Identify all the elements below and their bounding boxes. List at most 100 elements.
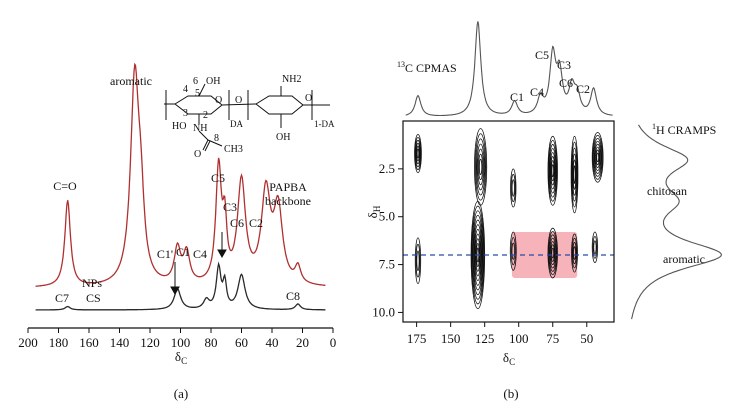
- panel-b: 13C CPMAS C1 C4 C5 C3 C6 C2 1H CRAMPS ch…: [365, 21, 722, 401]
- panel-b-x-tick-label: 100: [509, 331, 529, 346]
- contour-level: [547, 135, 558, 206]
- svg-text:OH: OH: [206, 76, 220, 87]
- contour-level: [591, 231, 599, 264]
- panel-a-tick-label: 40: [266, 335, 279, 350]
- nps-trace: [35, 62, 326, 287]
- panel-b-label: (b): [503, 386, 518, 401]
- contour-level: [550, 156, 556, 186]
- contour-level: [548, 231, 558, 276]
- panel-b-x-tick-label: 50: [580, 331, 593, 346]
- contour-level: [473, 224, 483, 286]
- panel-a-tick-label: 160: [79, 335, 99, 350]
- svg-text:DA: DA: [230, 119, 243, 129]
- contour-level: [414, 134, 422, 174]
- peak-arrows: [170, 232, 227, 296]
- contour-level: [415, 243, 421, 278]
- panel-b-x-tick-label: 150: [441, 331, 461, 346]
- contour-level: [414, 136, 422, 171]
- contour-level: [511, 179, 515, 197]
- svg-text:5: 5: [195, 88, 200, 99]
- panel-a-tick-label: 120: [140, 335, 160, 350]
- series-label-nps: NPs: [82, 276, 102, 290]
- panel-a-tick-label: 0: [330, 335, 337, 350]
- contour-level: [549, 152, 556, 190]
- contour-level: [550, 160, 555, 182]
- contour-level: [571, 141, 578, 208]
- contour-level: [510, 173, 516, 203]
- annotation-c6: C6: [230, 216, 244, 230]
- svg-text:O: O: [235, 95, 242, 106]
- svg-text:3: 3: [183, 108, 188, 119]
- contour-level: [416, 145, 420, 162]
- panel-a-label: (a): [174, 386, 188, 401]
- panel-b-plot-frame: [402, 120, 615, 323]
- annotation-papba: PAPBA: [269, 180, 307, 194]
- annotation-c1: C1: [176, 245, 190, 259]
- panel-b-y-tick-label: 2.5: [379, 161, 395, 176]
- svg-text:O: O: [215, 95, 222, 106]
- panel-a-tick-label: 60: [235, 335, 248, 350]
- contour-level: [475, 138, 486, 196]
- svg-text:CH3: CH3: [224, 144, 243, 155]
- contour-level: [593, 140, 602, 174]
- chitosan-structure: [164, 83, 330, 152]
- top-peak-c3: C3: [557, 58, 571, 72]
- chitosan-structure-labels: 4 6 OH 5 3 O 2 NH HO 8 O CH3 NH2 O OH O …: [172, 74, 335, 160]
- contour-level: [474, 128, 488, 206]
- svg-text:OH: OH: [276, 132, 290, 143]
- contour-level: [593, 137, 603, 177]
- annotation-c-o: C=O: [53, 179, 77, 193]
- svg-text:O: O: [194, 149, 201, 160]
- panel-a-xlabel: δC: [175, 349, 187, 366]
- panel-a-tick-label: 20: [296, 335, 309, 350]
- contour-level: [548, 144, 557, 198]
- top-projection-label: 13C CPMAS: [397, 60, 457, 75]
- svg-text:O: O: [305, 93, 312, 104]
- contour-level: [571, 237, 578, 269]
- panel-b-x-ticks: 175 150 125 100 75 50: [407, 322, 593, 346]
- panel-b-xlabel: δC: [503, 350, 515, 367]
- contour-level: [547, 227, 558, 279]
- side-region-chitosan: chitosan: [647, 184, 687, 198]
- panel-a-x-ticks: 200 180 160 140 120 100 80 60 40 20 0: [18, 328, 336, 350]
- svg-text:1-DA: 1-DA: [314, 119, 335, 129]
- annotation-c4: C4: [193, 247, 207, 261]
- contour-level: [478, 153, 484, 181]
- contour-level: [477, 148, 484, 186]
- top-peak-c6: C6: [559, 76, 573, 90]
- side-projection-trace: [631, 124, 722, 320]
- contour-level: [571, 233, 578, 273]
- cs-trace: [35, 261, 326, 311]
- panel-b-y-tick-label: 7.5: [379, 257, 395, 272]
- contour-level: [416, 250, 420, 271]
- contour-level: [511, 242, 515, 260]
- contour-level: [573, 246, 576, 260]
- side-region-aromatic: aromatic: [663, 252, 705, 266]
- panel-a-tick-label: 200: [18, 335, 38, 350]
- contour-level: [509, 231, 517, 271]
- annotation-c3: C3: [223, 200, 237, 214]
- contour-level: [471, 210, 484, 300]
- contour-level: [414, 237, 422, 285]
- contour-map: [414, 128, 604, 309]
- annotation-c2: C2: [249, 216, 263, 230]
- top-peak-c5: C5: [535, 48, 549, 62]
- contour-level: [591, 132, 604, 183]
- svg-text:6: 6: [193, 76, 198, 87]
- panel-b-y-tick-label: 5.0: [379, 209, 395, 224]
- top-projection-trace: [405, 21, 613, 117]
- contour-level: [572, 159, 577, 190]
- annotation-c7: C7: [55, 291, 69, 305]
- svg-text:2: 2: [203, 110, 208, 121]
- top-peak-c2: C2: [576, 82, 590, 96]
- annotation-c5: C5: [211, 171, 225, 185]
- annotation-c8: C8: [286, 289, 300, 303]
- panel-b-x-tick-label: 75: [546, 331, 559, 346]
- annotation-backbone: backbone: [265, 194, 311, 208]
- contour-level: [572, 242, 577, 265]
- contour-level: [510, 168, 517, 208]
- contour-level: [416, 148, 420, 159]
- contour-level: [549, 148, 557, 194]
- contour-level: [474, 228, 482, 282]
